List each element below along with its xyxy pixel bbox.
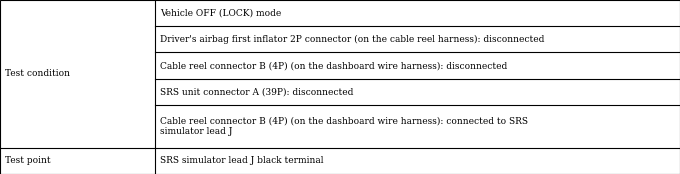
Text: SRS unit connector A (39P): disconnected: SRS unit connector A (39P): disconnected — [160, 87, 354, 96]
Text: Vehicle OFF (LOCK) mode: Vehicle OFF (LOCK) mode — [160, 9, 282, 18]
Text: SRS simulator lead J black terminal: SRS simulator lead J black terminal — [160, 156, 324, 165]
Text: Cable reel connector B (4P) (on the dashboard wire harness): connected to SRS
si: Cable reel connector B (4P) (on the dash… — [160, 116, 528, 136]
Text: Test condition: Test condition — [5, 69, 71, 78]
Text: Test point: Test point — [5, 156, 51, 165]
Text: Driver's airbag first inflator 2P connector (on the cable reel harness): disconn: Driver's airbag first inflator 2P connec… — [160, 35, 545, 44]
Text: Cable reel connector B (4P) (on the dashboard wire harness): disconnected: Cable reel connector B (4P) (on the dash… — [160, 61, 508, 70]
